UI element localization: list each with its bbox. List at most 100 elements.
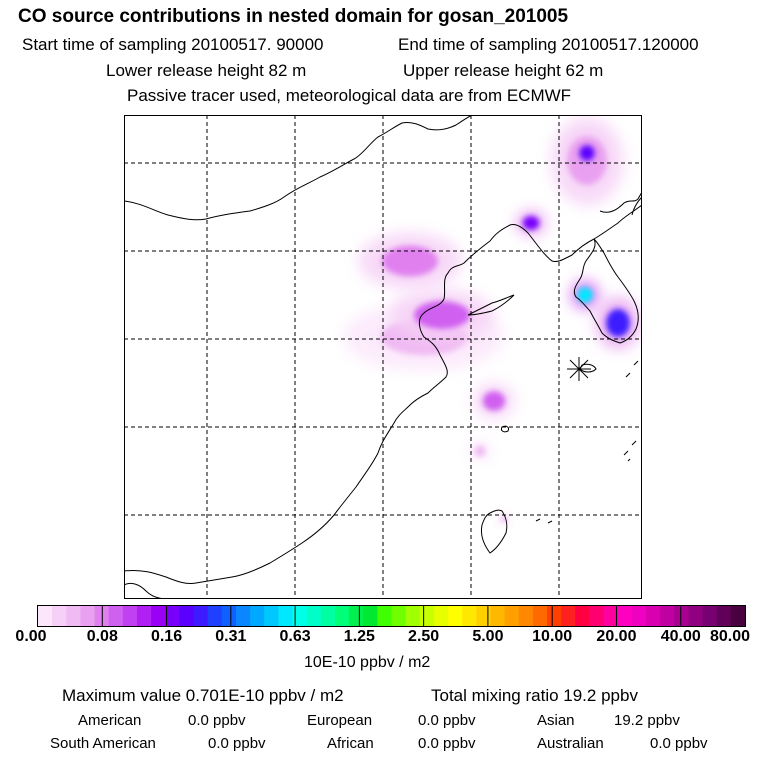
colorbar-segment — [66, 606, 81, 626]
plume-core — [579, 145, 595, 161]
colorbar-segment — [730, 606, 746, 626]
colorbar-segment — [490, 606, 506, 626]
colorbar-segment — [518, 606, 534, 626]
colorbar-segment — [603, 606, 619, 626]
region-value-australian: 0.0 ppbv — [650, 735, 708, 752]
colorbar-segment — [504, 606, 520, 626]
hokkaido-coast — [631, 196, 642, 216]
colorbar-segment — [631, 606, 647, 626]
colorbar-segment — [391, 606, 407, 626]
plume-core — [522, 216, 540, 230]
jeju-island — [579, 363, 597, 373]
colorbar-segment — [38, 606, 53, 626]
colorbar-segment — [561, 606, 576, 626]
region-label-australian: Australian — [537, 735, 604, 752]
colorbar-segment — [108, 606, 124, 626]
map-title: CO source contributions in nested domain… — [18, 6, 569, 27]
colorbar-segment — [688, 606, 703, 626]
ryukyu-islands — [535, 360, 639, 524]
colorbar-segment — [419, 606, 435, 626]
total-mixing-ratio: Total mixing ratio 19.2 ppbv — [431, 686, 638, 705]
colorbar-segment — [462, 606, 477, 626]
region-value-african: 0.0 ppbv — [418, 735, 476, 752]
colorbar-tick-label: 0.63 — [279, 628, 311, 645]
colorbar-segment — [377, 606, 392, 626]
source-contribution-map — [124, 115, 642, 599]
colorbar-segment — [349, 606, 364, 626]
colorbar-tick-label: 0.08 — [86, 628, 118, 645]
colorbar-segment — [250, 606, 265, 626]
lower-release-height: Lower release height 82 m — [106, 61, 307, 80]
plume-core — [382, 245, 438, 277]
colorbar-tick-label: 0.31 — [215, 628, 247, 645]
colorbar-tick-label: 40.00 — [660, 628, 701, 645]
region-value-south-american: 0.0 ppbv — [208, 735, 266, 752]
colorbar-tick-label: 2.50 — [408, 628, 440, 645]
colorbar-tick-label: 80.00 — [709, 628, 751, 645]
colorbar-segment — [547, 606, 562, 626]
region-value-american: 0.0 ppbv — [188, 712, 246, 729]
tracer-note: Passive tracer used, meteorological data… — [127, 86, 572, 105]
colorbar-segment — [660, 606, 675, 626]
plume-core — [414, 301, 470, 329]
colorbar-segment — [193, 606, 209, 626]
colorbar-segment — [617, 606, 633, 626]
colorbar-segment — [405, 606, 421, 626]
upper-release-height: Upper release height 62 m — [403, 61, 604, 80]
region-label-asian: Asian — [537, 712, 575, 729]
colorbar-tick-label: 0.00 — [15, 628, 47, 645]
colorbar-segment — [433, 606, 449, 626]
colorbar-segment — [264, 606, 279, 626]
colorbar-unit: 10E-10 ppbv / m2 — [304, 654, 431, 671]
colorbar-segment — [278, 606, 293, 626]
colorbar-segment — [122, 606, 138, 626]
colorbar-tick-label: 10.00 — [532, 628, 573, 645]
plume-core — [606, 309, 630, 337]
colorbar — [37, 605, 746, 627]
region-label-african: African — [327, 735, 374, 752]
mongolia-china-border — [124, 115, 473, 221]
colorbar-segment — [589, 606, 604, 626]
shandong-coast — [467, 294, 515, 316]
colorbar-segment — [80, 606, 95, 626]
russia-border — [599, 190, 642, 213]
colorbar-segment — [292, 606, 308, 626]
colorbar-segment — [235, 606, 251, 626]
colorbar-segment — [532, 606, 548, 626]
colorbar-frame — [37, 605, 746, 627]
colorbar-segment — [320, 606, 336, 626]
receptor-marker — [567, 357, 591, 381]
colorbar-segment — [165, 606, 180, 626]
colorbar-tick-label: 20.00 — [596, 628, 637, 645]
colorbar-tick-label: 5.00 — [472, 628, 504, 645]
colorbar-segment — [702, 606, 718, 626]
taiwan-island — [481, 509, 508, 554]
colorbar-segment — [646, 606, 661, 626]
region-value-asian: 19.2 ppbv — [614, 712, 680, 729]
colorbar-segment — [334, 606, 350, 626]
plume-core — [474, 445, 486, 457]
region-value-european: 0.0 ppbv — [418, 712, 476, 729]
yellow-sea-island — [501, 425, 509, 433]
colorbar-segment — [716, 606, 732, 626]
hainan-coast — [124, 582, 169, 599]
colorbar-segment — [575, 606, 590, 626]
colorbar-tick-label: 0.16 — [150, 628, 183, 645]
sampling-end-time: End time of sampling 20100517.120000 — [398, 35, 699, 54]
colorbar-segment — [221, 606, 237, 626]
colorbar-segment — [674, 606, 689, 626]
map-frame — [124, 115, 642, 599]
colorbar-segment — [476, 606, 491, 626]
colorbar-segment — [448, 606, 463, 626]
colorbar-segment — [151, 606, 166, 626]
colorbar-tick-label: 1.25 — [343, 628, 375, 645]
colorbar-segment — [306, 606, 322, 626]
colorbar-segment — [52, 606, 67, 626]
plume-core — [577, 287, 593, 303]
korea-china-coast — [124, 204, 642, 584]
colorbar-segment — [136, 606, 152, 626]
maximum-value: Maximum value 0.701E-10 ppbv / m2 — [62, 686, 344, 705]
region-label-south-american: South American — [50, 735, 156, 752]
colorbar-segment — [363, 606, 378, 626]
region-label-european: European — [307, 712, 373, 729]
